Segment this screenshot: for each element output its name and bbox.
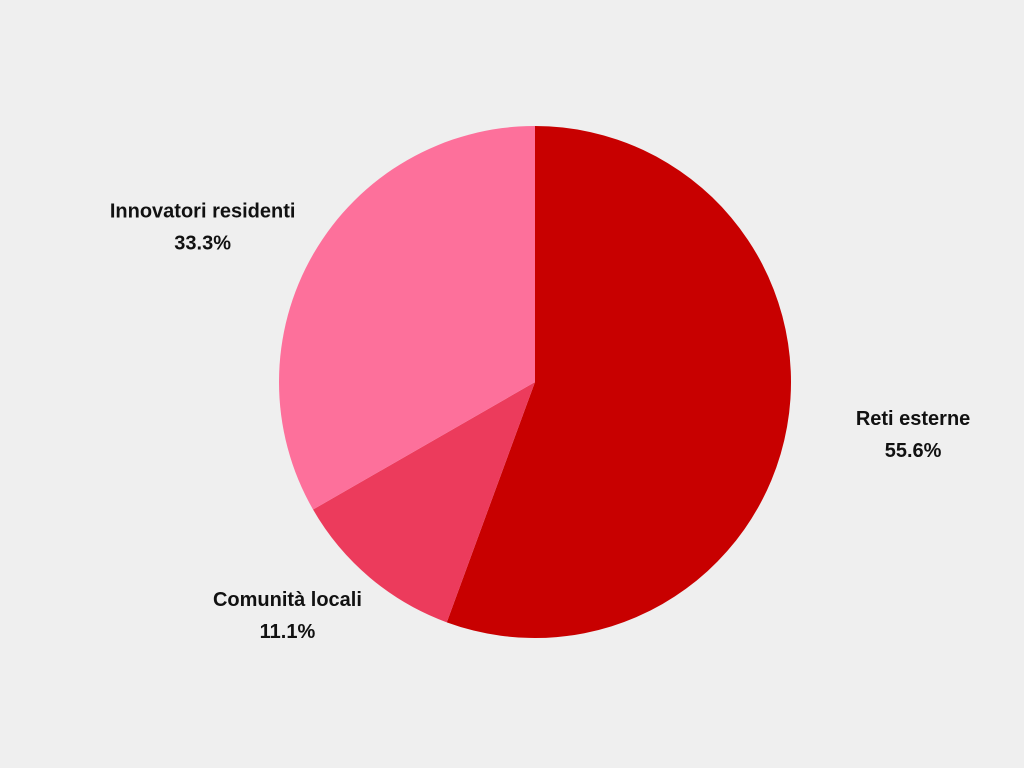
slice-label: Innovatori residenti: [110, 200, 296, 222]
slice-label: Reti esterne: [856, 408, 971, 430]
slice-value-label: 55.6%: [885, 440, 942, 462]
pie-slice: [278, 126, 535, 510]
slice-value-label: 33.3%: [174, 232, 231, 254]
pie-slice: [446, 126, 791, 638]
slice-label: Comunità locali: [213, 589, 362, 611]
slice-value-label: 11.1%: [260, 621, 316, 643]
pie-slice: [313, 382, 535, 623]
